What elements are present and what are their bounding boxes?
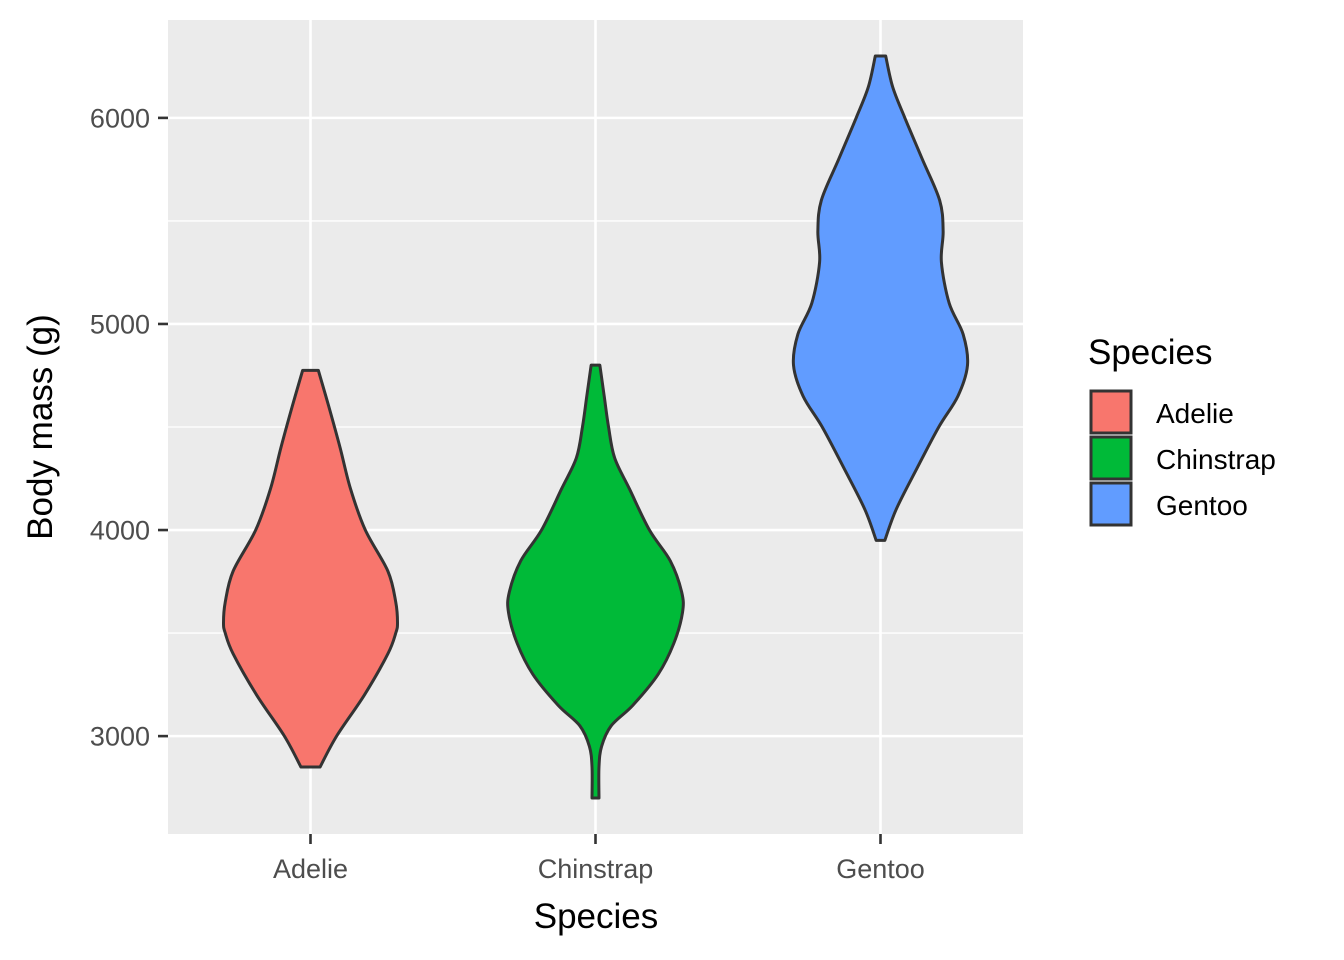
y-tick-label: 4000 bbox=[90, 516, 150, 546]
y-axis-title: Body mass (g) bbox=[21, 314, 60, 540]
legend-title: Species bbox=[1088, 333, 1213, 372]
legend-label: Adelie bbox=[1156, 398, 1234, 429]
y-axis: 3000 4000 5000 6000 bbox=[90, 103, 168, 752]
x-tick-label: Chinstrap bbox=[538, 854, 654, 884]
legend-key-gentoo bbox=[1089, 481, 1133, 527]
y-tick-label: 6000 bbox=[90, 103, 150, 133]
x-axis-title: Species bbox=[534, 897, 659, 936]
violin-gentoo bbox=[791, 54, 970, 542]
legend: Species Adelie Chinstrap Gentoo bbox=[1088, 333, 1276, 527]
x-tick-label: Adelie bbox=[273, 854, 348, 884]
y-tick-label: 3000 bbox=[90, 722, 150, 752]
legend-key-adelie bbox=[1089, 389, 1133, 435]
legend-label: Gentoo bbox=[1156, 490, 1248, 521]
violin-chinstrap bbox=[506, 363, 685, 800]
legend-label: Chinstrap bbox=[1156, 444, 1276, 475]
x-axis: Adelie Chinstrap Gentoo bbox=[273, 834, 925, 884]
violins bbox=[222, 54, 970, 800]
violin-adelie bbox=[222, 368, 399, 769]
y-tick-label: 5000 bbox=[90, 309, 150, 339]
x-tick-label: Gentoo bbox=[836, 854, 925, 884]
legend-key-chinstrap bbox=[1089, 435, 1133, 481]
